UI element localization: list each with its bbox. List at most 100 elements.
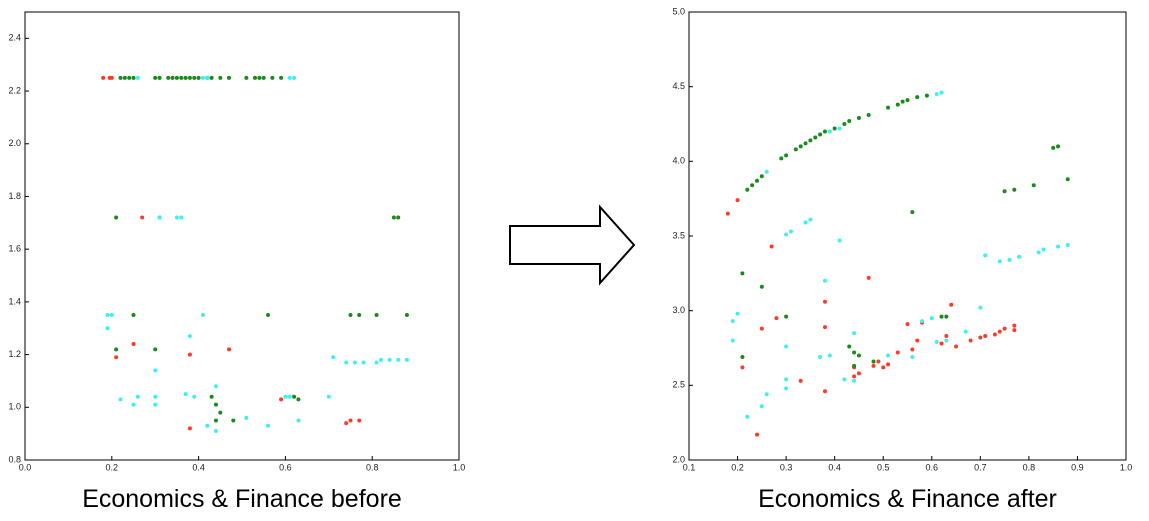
x-tick-label: 0.4 (192, 462, 205, 472)
point (740, 365, 745, 370)
point (153, 75, 158, 80)
point (101, 75, 106, 80)
point (978, 335, 983, 340)
x-tick-label: 0.6 (926, 462, 939, 472)
point (886, 105, 891, 110)
x-tick-label: 0.8 (366, 462, 379, 472)
point (179, 75, 184, 80)
point (1065, 177, 1070, 182)
point (187, 75, 192, 80)
x-tick-label: 0.8 (1023, 462, 1036, 472)
point (837, 126, 842, 131)
point (754, 432, 759, 437)
point (1041, 247, 1046, 252)
point (779, 156, 784, 161)
point (944, 314, 949, 319)
point (784, 377, 789, 382)
point (842, 122, 847, 126)
point (871, 359, 876, 364)
point (740, 271, 745, 276)
point (798, 144, 803, 149)
x-tick-label: 0.2 (731, 462, 744, 472)
point (374, 360, 379, 365)
y-tick-label: 2.2 (8, 85, 21, 95)
point (822, 325, 827, 330)
point (895, 102, 900, 107)
point (983, 253, 988, 258)
arrow (509, 204, 636, 286)
point (213, 402, 218, 407)
point (730, 338, 735, 343)
point (183, 75, 188, 80)
point (387, 357, 392, 362)
point (209, 75, 214, 80)
point (266, 313, 271, 318)
point (114, 215, 119, 220)
point (357, 313, 362, 318)
point (832, 126, 837, 131)
point (218, 75, 223, 80)
point (348, 418, 353, 423)
point (1012, 323, 1017, 328)
point (900, 99, 905, 104)
x-tick-label: 0.2 (106, 462, 119, 472)
point (135, 75, 140, 80)
y-tick-label: 1.4 (8, 296, 21, 306)
point (1031, 183, 1036, 188)
point (296, 397, 301, 402)
point (378, 357, 383, 362)
point (905, 98, 910, 103)
y-tick-label: 2.0 (8, 138, 21, 148)
point (852, 350, 857, 355)
point (192, 75, 197, 80)
point (183, 392, 188, 397)
point (122, 75, 127, 80)
point (827, 129, 832, 134)
point (803, 141, 808, 146)
point (187, 352, 192, 357)
point (788, 229, 793, 234)
point (396, 215, 401, 220)
point (745, 187, 750, 192)
point (856, 353, 861, 358)
point (1065, 242, 1070, 247)
point (750, 183, 755, 188)
point (131, 75, 136, 80)
point (769, 244, 774, 249)
point (287, 75, 292, 80)
point (924, 93, 929, 98)
point (754, 178, 759, 183)
point (915, 95, 920, 100)
point (910, 347, 915, 352)
point (153, 402, 158, 407)
point (881, 365, 886, 370)
point (200, 313, 205, 318)
point (140, 215, 145, 220)
point (905, 322, 910, 327)
point (174, 215, 179, 220)
point (1002, 326, 1007, 331)
point (813, 135, 818, 140)
point (730, 319, 735, 324)
point (257, 75, 262, 80)
point (213, 384, 218, 389)
y-tick-label: 1.2 (8, 349, 21, 359)
point (759, 174, 764, 179)
point (279, 397, 284, 402)
point (818, 132, 823, 137)
point (944, 338, 949, 343)
point (391, 215, 396, 220)
y-tick-label: 1.6 (8, 244, 21, 254)
point (296, 418, 301, 423)
point (920, 319, 925, 324)
point (725, 211, 730, 216)
point (808, 138, 813, 143)
point (1056, 144, 1061, 149)
point (895, 350, 900, 355)
point (934, 92, 939, 97)
chart-title: Economics & Finance before (82, 485, 402, 513)
y-tick-label: 1.0 (8, 402, 21, 412)
point (852, 331, 857, 336)
point (803, 220, 808, 225)
